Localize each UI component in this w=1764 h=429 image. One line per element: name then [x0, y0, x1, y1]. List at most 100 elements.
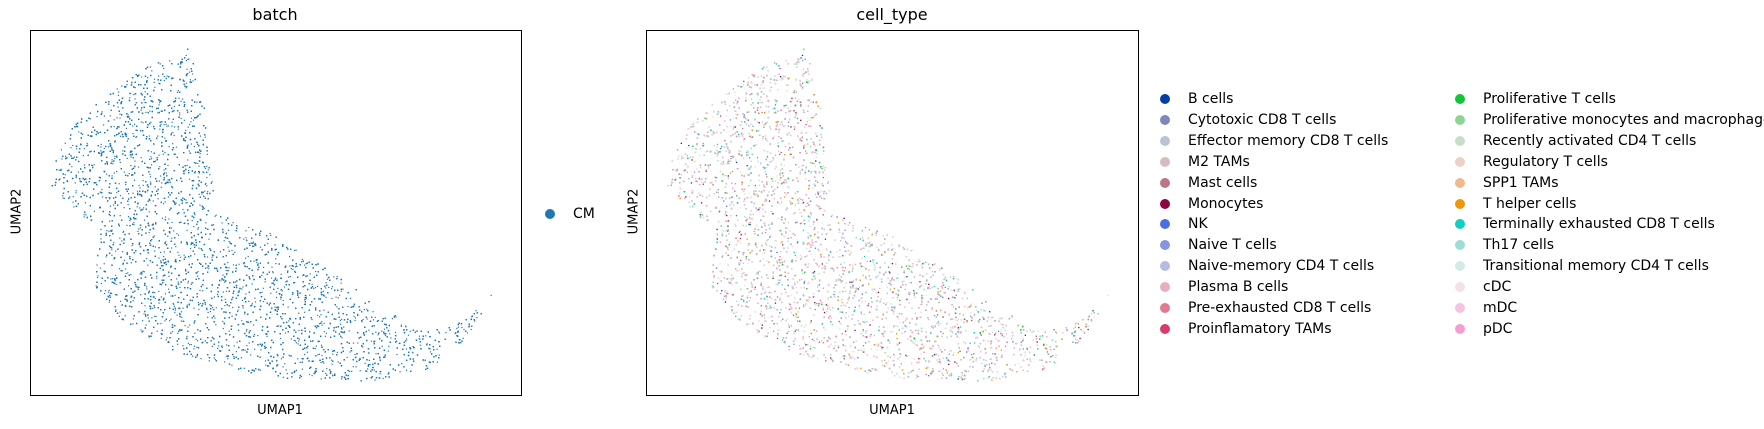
legend-item: NK	[1160, 215, 1208, 233]
legend-item: Proinflamatory TAMs	[1160, 320, 1332, 338]
scatter-plot-batch	[30, 30, 522, 396]
scatter-points	[671, 58, 1079, 379]
legend-item: Recently activated CD4 T cells	[1455, 132, 1696, 150]
scatter-points	[670, 65, 1087, 382]
legend-item: cDC	[1455, 278, 1511, 296]
scatter-points	[676, 54, 1094, 382]
legend-label: SPP1 TAMs	[1483, 174, 1559, 191]
plot-frame	[646, 30, 1139, 396]
legend-marker	[545, 209, 555, 219]
legend-label: Proinflamatory TAMs	[1188, 320, 1332, 337]
legend-item: Plasma B cells	[1160, 278, 1288, 296]
legend-item: Transitional memory CD4 T cells	[1455, 257, 1709, 275]
legend-marker	[1455, 94, 1465, 104]
scatter-points	[671, 63, 1109, 380]
chart-title-batch: batch	[252, 5, 298, 24]
legend-label: NK	[1188, 216, 1208, 233]
scatter-points	[671, 63, 1092, 380]
legend-item: Effector memory CD8 T cells	[1160, 132, 1388, 150]
legend-marker	[1455, 219, 1465, 230]
legend-marker	[1160, 135, 1170, 146]
legend-label: B cells	[1188, 91, 1234, 107]
x-axis-label-batch: UMAP1	[257, 403, 303, 418]
legend-label: pDC	[1483, 320, 1513, 337]
legend-item: mDC	[1455, 299, 1517, 317]
legend-item: Regulatory T cells	[1455, 153, 1608, 171]
legend-label: M2 TAMs	[1188, 153, 1250, 170]
legend-item: Naive-memory CD4 T cells	[1160, 257, 1374, 275]
scatter-points	[667, 58, 1099, 381]
legend-marker	[1160, 303, 1170, 313]
legend-marker	[1160, 114, 1170, 125]
plot-frame	[30, 30, 522, 396]
legend-marker	[1455, 156, 1465, 167]
legend-item: B cells	[1160, 90, 1233, 108]
scatter-points	[674, 61, 1099, 379]
legend-marker	[1160, 198, 1170, 209]
chart-title-cell-type: cell_type	[856, 5, 928, 24]
scatter-points	[670, 63, 1092, 380]
scatter-plot-cell-type	[646, 30, 1139, 396]
legend-item: Th17 cells	[1455, 236, 1554, 254]
y-axis-label-batch: UMAP2	[9, 188, 25, 235]
scatter-points	[671, 58, 1099, 382]
legend-label: Cytotoxic CD8 T cells	[1188, 111, 1337, 128]
legend-label: Terminally exhausted CD8 T cells	[1483, 216, 1715, 233]
scatter-points	[667, 48, 1092, 382]
legend-label: Naive T cells	[1188, 237, 1277, 254]
legend-marker	[1160, 261, 1170, 272]
legend-marker	[1160, 240, 1170, 251]
legend-marker	[1160, 282, 1170, 293]
scatter-points	[671, 63, 1087, 379]
legend-marker	[1455, 240, 1465, 251]
scatter-points	[672, 57, 1077, 380]
legend-label: Pre-exhausted CD8 T cells	[1188, 300, 1372, 316]
scatter-points	[671, 66, 1092, 379]
legend-marker	[1160, 94, 1170, 104]
legend-label: Monocytes	[1188, 195, 1264, 212]
legend-label: Th17 cells	[1483, 237, 1555, 254]
scatter-points	[51, 48, 492, 382]
legend-label: Mast cells	[1188, 174, 1258, 191]
legend-marker	[1160, 219, 1170, 230]
legend-label: Plasma B cells	[1188, 279, 1289, 296]
legend-marker	[1455, 114, 1465, 125]
legend-item: pDC	[1455, 320, 1512, 338]
legend-label: CM	[573, 206, 595, 222]
legend-label: mDC	[1483, 300, 1518, 316]
scatter-points	[667, 48, 1084, 382]
legend-label: Naive-memory CD4 T cells	[1188, 258, 1375, 275]
scatter-points	[671, 73, 1090, 379]
legend-label: cDC	[1483, 279, 1512, 296]
legend-marker	[1455, 177, 1465, 188]
scatter-points	[667, 61, 1079, 380]
legend-item: Cytotoxic CD8 T cells	[1160, 111, 1336, 129]
legend-label: Proliferative monocytes and macrophages	[1483, 111, 1764, 128]
legend-item: Terminally exhausted CD8 T cells	[1455, 215, 1715, 233]
legend-marker	[1455, 282, 1465, 293]
legend-cell-type: B cells Cytotoxic CD8 T cells Effector mem…	[1160, 90, 1764, 350]
legend-marker	[1455, 135, 1465, 146]
legend-marker	[1455, 261, 1465, 272]
legend-marker	[1160, 156, 1170, 167]
legend-marker	[1455, 303, 1465, 313]
legend-label: Transitional memory CD4 T cells	[1483, 258, 1709, 275]
legend-item: Proliferative T cells	[1455, 90, 1616, 108]
scatter-points	[675, 57, 1099, 381]
scatter-points	[667, 60, 1093, 381]
legend-marker	[1160, 323, 1170, 334]
scatter-points	[671, 62, 1095, 379]
legend-item: Monocytes	[1160, 195, 1263, 213]
legend-label: Effector memory CD8 T cells	[1188, 132, 1389, 149]
legend-item: M2 TAMs	[1160, 153, 1250, 171]
legend-item: CM	[545, 205, 595, 223]
legend-label: Recently activated CD4 T cells	[1483, 132, 1697, 149]
legend-item: Proliferative monocytes and macrophages	[1455, 111, 1764, 129]
legend-label: T helper cells	[1483, 195, 1577, 212]
legend-batch: CM	[545, 205, 625, 225]
legend-label: Proliferative T cells	[1483, 91, 1616, 107]
x-axis-label-cell-type: UMAP1	[869, 403, 915, 418]
legend-item: T helper cells	[1455, 195, 1576, 213]
legend-item: Naive T cells	[1160, 236, 1277, 254]
legend-item: SPP1 TAMs	[1455, 174, 1559, 192]
